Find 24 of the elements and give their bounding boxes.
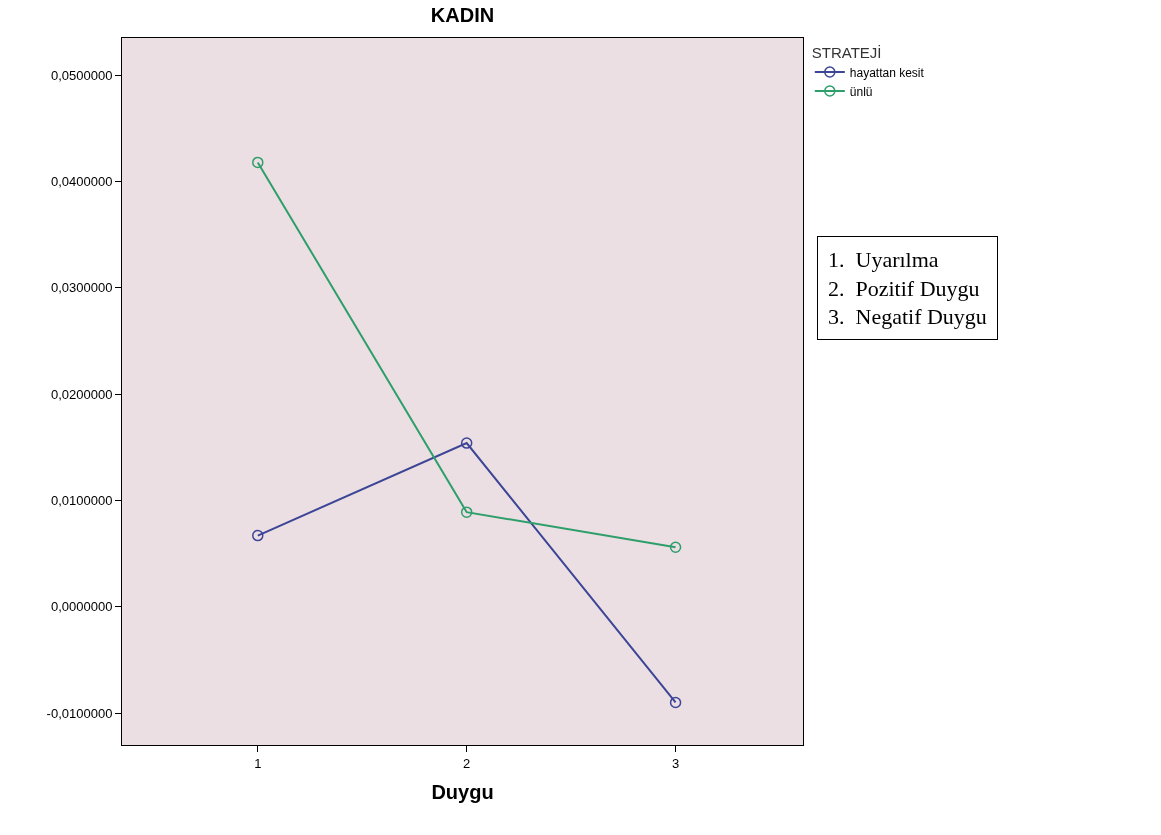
y-tick-label: 0,0000000 [50,599,113,615]
y-tick-label: 0,0200000 [50,386,113,402]
text: 3. Negatif Duygu [828,304,987,330]
point [460,437,473,449]
point [669,696,682,709]
text: 2. Pozitif Duygu [828,275,980,301]
point [252,529,264,542]
legend-label: hayattan kesit [849,65,925,80]
x-tick-label: 2 [463,755,471,771]
point [669,541,682,553]
y-tick-label: 0,0400000 [50,174,113,190]
x-tick-label: 3 [671,755,680,771]
legend-label: ünlü [849,84,873,99]
legend-title: STRATEJİ [811,43,882,61]
y-tick-label: -0,0100000 [46,705,113,721]
chart-title: KADIN [430,4,495,27]
x-axis-title: Duygu [431,781,494,804]
point [460,506,473,518]
y-tick-label: 0,0100000 [50,493,113,509]
y-tick-label: 0,0300000 [50,280,113,296]
y-tick-label: 0,0500000 [50,67,113,83]
x-tick-label: 1 [254,755,262,771]
point [252,156,264,169]
text: 1. Uyarılma [828,247,939,272]
